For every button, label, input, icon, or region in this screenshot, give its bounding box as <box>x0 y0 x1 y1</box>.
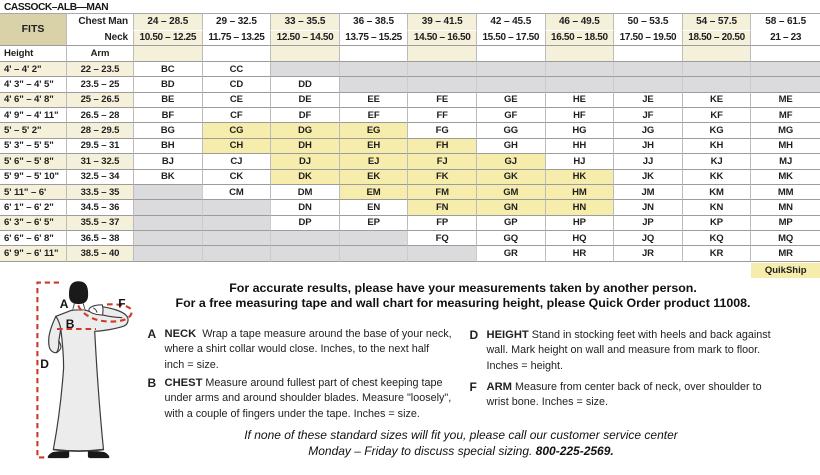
svg-text:A: A <box>60 297 69 311</box>
svg-text:B: B <box>66 317 75 331</box>
svg-text:F: F <box>118 297 125 311</box>
svg-text:D: D <box>40 357 49 371</box>
